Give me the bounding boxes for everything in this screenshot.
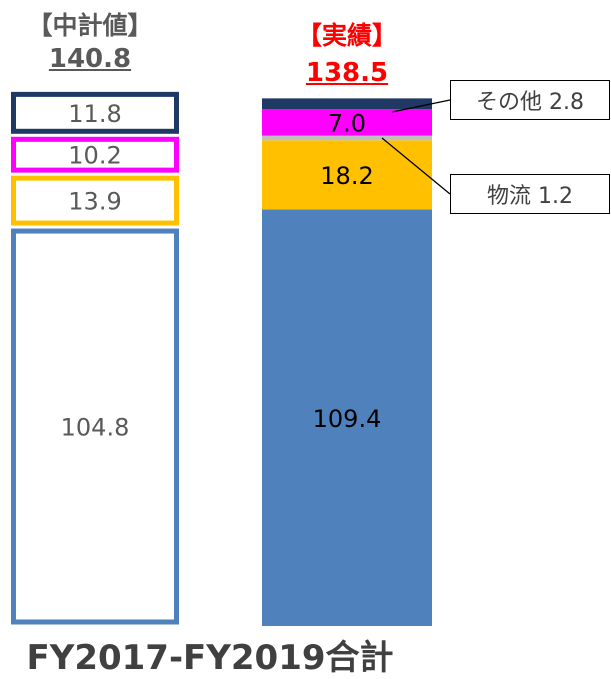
bar-segment bbox=[11, 175, 179, 226]
callout-other: その他 2.8 bbox=[450, 80, 610, 120]
bar-value-label: 7.0 bbox=[328, 109, 366, 137]
bar-value-label: 18.2 bbox=[320, 162, 373, 190]
plan-total-label: 140.8 bbox=[48, 44, 132, 74]
bar-segment bbox=[11, 136, 179, 173]
callout-leader-line bbox=[391, 99, 451, 113]
actual-category-label: 【実績】 bbox=[296, 21, 397, 50]
actual-total-label: 138.5 bbox=[305, 58, 389, 88]
bar-value-label: 104.8 bbox=[61, 414, 130, 442]
bar-value-label: 11.8 bbox=[68, 100, 121, 128]
chart-footer-label: FY2017-FY2019合計 bbox=[26, 638, 394, 678]
bar-value-label: 13.9 bbox=[68, 188, 121, 216]
bar-segment bbox=[262, 209, 432, 626]
callout-leader-line bbox=[381, 137, 451, 195]
bar-segment bbox=[11, 228, 179, 625]
bar-segment bbox=[262, 109, 432, 136]
callout-logistics: 物流 1.2 bbox=[450, 174, 610, 214]
bar-segment bbox=[262, 140, 432, 210]
bar-segment bbox=[262, 98, 432, 110]
bar-value-label: 10.2 bbox=[68, 142, 121, 170]
bar-value-label: 109.4 bbox=[313, 405, 382, 433]
bar-segment bbox=[262, 135, 432, 141]
plan-category-label: 【中計値】 bbox=[27, 11, 153, 40]
bar-segment bbox=[11, 91, 179, 134]
